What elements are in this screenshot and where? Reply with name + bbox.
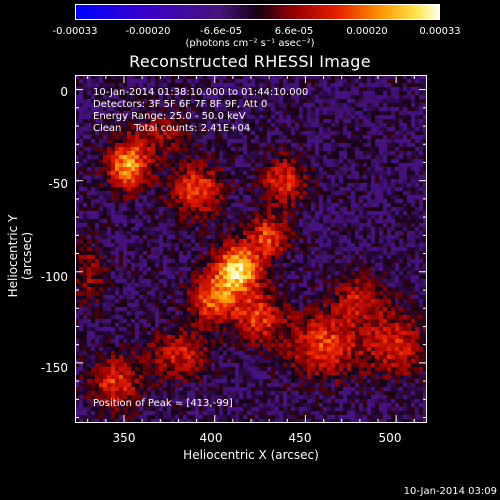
y-tick-label: -50	[48, 177, 68, 191]
colorbar-tick-label: 0.00020	[346, 26, 388, 37]
colorbar-tick-label: -0.00033	[52, 26, 98, 37]
annotation-clean-counts: Clean Total counts: 2.41E+04	[93, 123, 251, 134]
colorbar-tick-label: -6.6e-05	[200, 26, 242, 37]
x-tick-label: 350	[112, 431, 136, 445]
colorbar-tick-label: -0.00020	[125, 26, 171, 37]
x-tick-label: 500	[378, 431, 402, 445]
chart-title: Reconstructed RHESSI Image	[129, 52, 371, 71]
annotation-peak-position: Position of Peak = [413,-99]	[93, 398, 233, 409]
colorbar-tick-label: 6.6e-05	[274, 26, 314, 37]
colorbar-units: (photons cm⁻² s⁻¹ asec⁻²)	[185, 38, 315, 49]
colorbar-tick-label: 0.00033	[419, 26, 461, 37]
y-tick-label: 0	[60, 85, 68, 99]
y-tick-label: -100	[40, 270, 68, 284]
annotation-time-range: 10-Jan-2014 01:38:10.000 to 01:44:10.000	[93, 87, 309, 98]
heatmap-image	[75, 75, 427, 423]
x-axis-label: Heliocentric X (arcsec)	[183, 448, 319, 462]
footer-timestamp: 10-Jan-2014 03:09	[403, 486, 497, 497]
colorbar	[75, 4, 440, 20]
y-axis-label: Heliocentric Y (arcsec)	[6, 214, 34, 298]
y-tick-label: -150	[40, 361, 68, 375]
annotation-energy-range: Energy Range: 25.0 - 50.0 keV	[93, 111, 246, 122]
annotation-detectors: Detectors: 3F 5F 6F 7F 8F 9F, Att 0	[93, 99, 268, 110]
x-tick-label: 400	[199, 431, 223, 445]
x-tick-label: 450	[288, 431, 312, 445]
colorbar-gradient	[76, 5, 439, 19]
